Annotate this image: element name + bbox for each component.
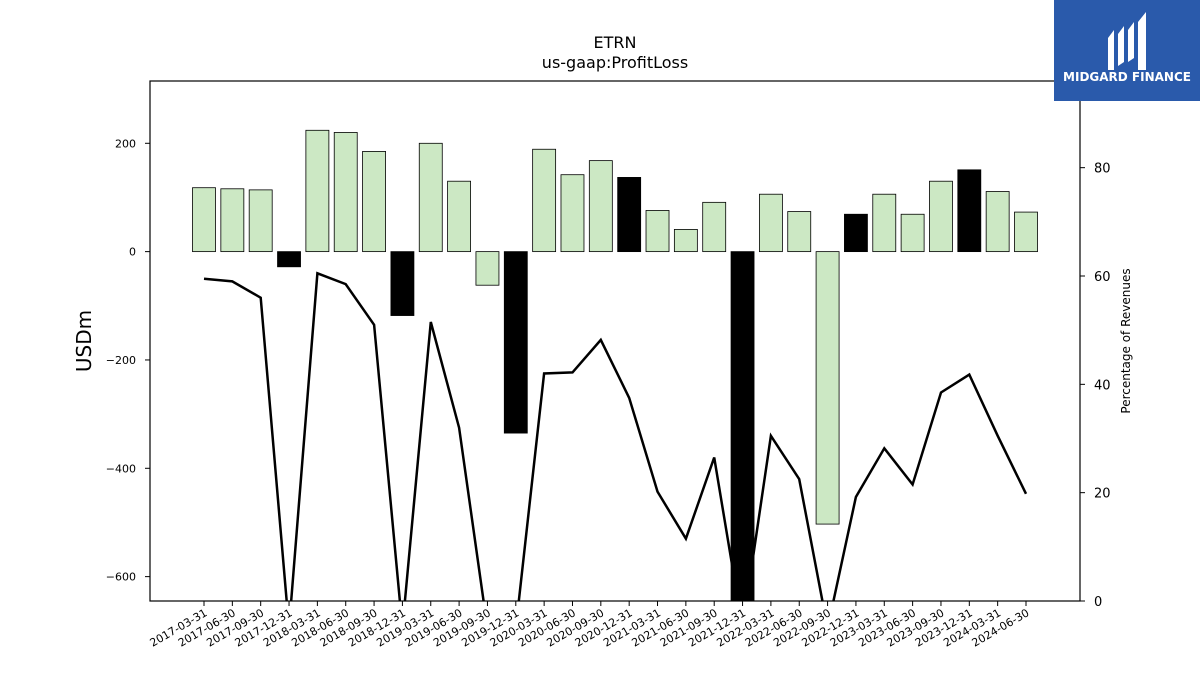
bar-2017-09-30: [248, 189, 273, 253]
plot-area-frame: [149, 80, 1081, 602]
bar-2017-03-31: [192, 187, 216, 253]
chart-title: ETRN: [594, 33, 637, 52]
bar-2023-09-30: [929, 180, 953, 253]
bar-2022-12-31: [844, 213, 868, 253]
bar-2023-06-30: [900, 213, 925, 253]
bar-2020-12-31: [617, 177, 642, 253]
bar-2022-03-31: [758, 193, 783, 253]
bar-2024-03-31: [985, 191, 1010, 253]
bar-2018-12-31: [390, 251, 415, 316]
y-right-tick-label: 0: [1094, 595, 1102, 610]
y-tick-label: 0: [129, 246, 136, 259]
bar-2017-06-30: [220, 188, 245, 253]
percentage-of-revenues-line: [203, 271, 1028, 601]
logo-background: [1054, 0, 1200, 101]
y-axis-label: USDm: [72, 310, 96, 372]
y-tick-label: −600: [106, 571, 136, 584]
y-right-tick-label: 20: [1094, 487, 1111, 502]
bar-2021-03-31: [645, 210, 670, 253]
chart-subtitle: us-gaap:ProfitLoss: [542, 53, 688, 72]
y-tick-label: −200: [106, 354, 136, 367]
bar-2019-09-30: [475, 251, 500, 286]
y-right-tick-label: 40: [1094, 378, 1111, 393]
y-axis-right-label: Percentage of Revenues: [1119, 268, 1133, 413]
line-group: [203, 271, 1028, 601]
bar-2023-12-31: [957, 169, 982, 253]
bar-2020-06-30: [560, 174, 585, 253]
bar-2020-09-30: [588, 160, 613, 253]
bars-group: [192, 129, 1038, 602]
bar-2021-06-30: [673, 229, 698, 253]
bar-2019-06-30: [447, 180, 472, 253]
bar-2018-06-30: [333, 132, 358, 253]
bar-2023-03-31: [872, 193, 897, 253]
logo-mark-icon: [1108, 12, 1146, 70]
bar-2021-09-30: [702, 201, 727, 253]
y-right-tick-label: 60: [1094, 270, 1111, 285]
bar-2019-12-31: [503, 251, 528, 434]
bar-2018-09-30: [362, 151, 386, 253]
logo: MIDGARD FINANCE: [1054, 0, 1200, 101]
bar-2018-03-31: [305, 129, 330, 253]
y-tick-label: −400: [106, 462, 136, 475]
bar-2017-12-31: [277, 251, 301, 268]
bar-2020-03-31: [532, 148, 557, 253]
y-right-tick-label: 80: [1094, 162, 1111, 177]
logo-text: MIDGARD FINANCE: [1063, 70, 1191, 84]
bar-2021-12-31: [730, 251, 755, 602]
bar-2022-06-30: [787, 211, 812, 253]
y-tick-label: 200: [115, 137, 136, 150]
bar-2019-03-31: [418, 142, 443, 253]
bar-2024-06-30: [1014, 211, 1038, 253]
bar-2022-09-30: [815, 251, 840, 525]
